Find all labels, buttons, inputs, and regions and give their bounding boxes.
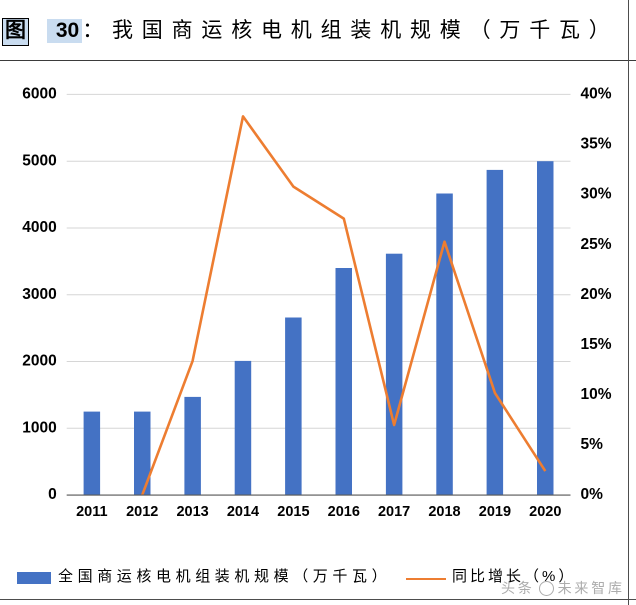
svg-text:2019: 2019 — [479, 504, 511, 520]
svg-text:2016: 2016 — [328, 504, 360, 520]
svg-text:2017: 2017 — [378, 504, 410, 520]
svg-text:5%: 5% — [581, 436, 604, 453]
svg-text:2018: 2018 — [428, 504, 460, 520]
svg-text:25%: 25% — [581, 236, 612, 253]
svg-text:20%: 20% — [581, 286, 612, 303]
svg-text:2015: 2015 — [277, 504, 309, 520]
svg-text:2020: 2020 — [529, 504, 561, 520]
svg-text:2012: 2012 — [126, 504, 158, 520]
svg-text:2014: 2014 — [227, 504, 259, 520]
svg-text:2000: 2000 — [22, 353, 56, 370]
svg-text:0: 0 — [48, 486, 57, 503]
svg-text:1000: 1000 — [22, 419, 56, 436]
svg-text:5000: 5000 — [22, 152, 56, 169]
svg-text:4000: 4000 — [22, 219, 56, 236]
svg-text:30%: 30% — [581, 186, 612, 203]
svg-text:35%: 35% — [581, 136, 612, 153]
svg-text:15%: 15% — [581, 336, 612, 353]
svg-text:40%: 40% — [581, 85, 612, 102]
svg-text:2013: 2013 — [176, 504, 208, 520]
svg-text:6000: 6000 — [22, 85, 56, 102]
svg-text:3000: 3000 — [22, 286, 56, 303]
svg-text:0%: 0% — [581, 486, 604, 503]
svg-text:2011: 2011 — [76, 504, 107, 520]
svg-text:10%: 10% — [581, 386, 612, 403]
